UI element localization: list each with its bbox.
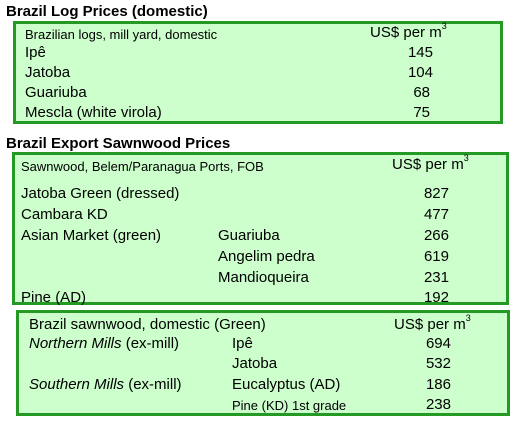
log-price: 68 [413,84,430,101]
log-prices-table: Brazilian logs, mill yard, domestic US$ … [13,21,503,124]
log-species: Mescla (white virola) [25,104,162,121]
domestic-price: 532 [425,355,451,372]
log-price: 75 [413,104,430,121]
export-sawnwood-table: Sawnwood, Belem/Paranagua Ports, FOB US$… [12,152,509,306]
log-species: Guariuba [25,84,87,101]
export-price: 619 [423,248,449,265]
log-prices-title: Brazil Log Prices (domestic) [6,3,208,20]
export-product: Asian Market (green) [21,227,162,244]
export-price: 192 [423,289,449,306]
export-product: Cambara KD [21,206,108,223]
export-species: Angelim pedra [218,248,315,265]
domestic-unit: US$ per m3 [394,313,471,333]
log-species: Jatoba [25,64,71,81]
domestic-price: 238 [425,396,451,413]
log-price: 104 [407,64,433,81]
export-header-label: Sawnwood, Belem/Paranagua Ports, FOB [21,159,264,174]
domestic-species: Jatoba [232,355,278,372]
domestic-price: 694 [425,335,451,352]
domestic-sawnwood-table: Brazil sawnwood, domestic (Green) US$ pe… [16,310,510,416]
log-prices-unit: US$ per m3 [370,21,447,41]
domestic-species: Ipê [232,335,253,352]
log-price: 145 [407,44,433,61]
export-sawnwood-title: Brazil Export Sawnwood Prices [6,135,231,152]
export-species: Guariuba [218,227,280,244]
export-product: Pine (AD) [21,289,87,306]
domestic-species: Pine (KD) 1st grade [232,398,347,413]
export-price: 266 [423,227,449,244]
export-price: 477 [423,206,449,223]
domestic-header-label: Brazil sawnwood, domestic (Green) [29,316,266,333]
export-product: Jatoba Green (dressed) [21,185,180,202]
export-species: Mandioqueira [218,269,309,286]
domestic-region: Southern Mills (ex-mill) [29,376,182,393]
domestic-price: 186 [425,376,451,393]
export-price: 827 [423,185,449,202]
export-price: 231 [423,269,449,286]
domestic-species: Eucalyptus (AD) [232,376,341,393]
export-unit: US$ per m3 [392,153,469,173]
log-prices-header-label: Brazilian logs, mill yard, domestic [25,27,218,42]
domestic-region: Northern Mills (ex-mill) [29,335,180,352]
log-species: Ipê [25,44,46,61]
